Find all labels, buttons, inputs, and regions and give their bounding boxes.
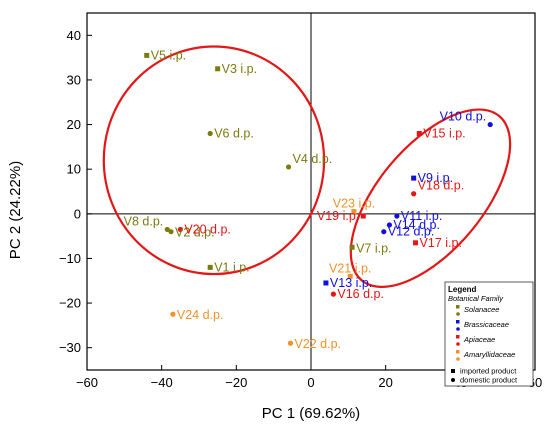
legend-swatch-imported (456, 335, 460, 339)
y-tick-label: 10 (67, 162, 81, 177)
legend-swatch-imported (456, 305, 460, 309)
data-point (287, 340, 294, 346)
data-point (323, 280, 329, 286)
data-point (416, 130, 422, 136)
point-label: V18 d.p. (418, 179, 465, 193)
point-label: V21 i.p. (329, 261, 371, 275)
data-point (164, 226, 170, 233)
point-label: V11 i.p. (401, 209, 442, 223)
x-tick-label: −40 (151, 375, 173, 390)
legend-family-label: Amaryllidaceae (463, 350, 515, 359)
x-tick-label: −60 (76, 375, 98, 390)
data-points (144, 52, 493, 346)
legend-family-label: Brassicaceae (464, 320, 509, 329)
point-label: V2 d.p. (175, 226, 215, 240)
point-label: V24 d.p. (177, 308, 224, 322)
data-point (386, 222, 392, 228)
cluster-ellipse-1 (102, 45, 326, 276)
legend-family-label: Apiaceae (463, 335, 495, 344)
data-point (144, 52, 150, 58)
legend-entries: Solanacee Brassicaceae Apiaceae Amaryllidac… (456, 305, 515, 361)
y-tick-label: 20 (67, 117, 81, 132)
legend-swatch-imported (456, 350, 460, 354)
x-tick-label: −20 (225, 375, 247, 390)
data-point (215, 66, 221, 72)
legend-swatch-domestic (456, 327, 460, 331)
legend-swatch-imported (456, 320, 460, 324)
point-label: V7 i.p. (356, 241, 391, 255)
data-point (349, 244, 355, 250)
point-label: V14 d.p. (393, 218, 440, 232)
data-point (177, 226, 183, 233)
data-point (168, 229, 174, 235)
point-label: V6 d.p. (214, 126, 254, 140)
y-tick-label: 30 (67, 72, 81, 87)
legend-swatch-domestic (456, 342, 460, 346)
x-axis-title: PC 1 (69.62%) (262, 405, 360, 422)
data-point (207, 264, 213, 270)
point-label: V10 d.p. (440, 110, 487, 124)
y-axis-title: PC 2 (24.22%) (7, 161, 24, 259)
data-point (347, 273, 353, 279)
cluster-ellipse-2 (349, 108, 512, 288)
point-label: V9 i.p. (418, 171, 453, 185)
point-label: V3 i.p. (222, 62, 257, 76)
y-tick-label: 0 (74, 206, 81, 221)
y-tick-label: −10 (59, 251, 81, 266)
y-tick-label: −20 (59, 296, 81, 311)
data-point (394, 213, 400, 219)
legend-imported-marker (451, 369, 455, 373)
legend-family-label: Solanacee (464, 305, 499, 314)
data-point (360, 213, 366, 219)
data-point (351, 209, 357, 215)
data-point (286, 164, 292, 170)
legend-swatch-domestic (456, 312, 460, 316)
data-point (487, 121, 493, 128)
point-label: V23 i.p. (333, 197, 375, 211)
y-tick-label: −30 (59, 340, 81, 355)
legend-title: Legend (448, 285, 477, 294)
point-label: V4 d.p. (293, 152, 333, 166)
point-label: V22 d.p. (294, 337, 341, 351)
point-label: V20 d.p. (184, 222, 231, 236)
legend-frame (444, 281, 534, 387)
legend-domestic-marker (451, 378, 455, 382)
point-label: V1 i.p. (214, 260, 249, 274)
y-tick-label: 40 (67, 28, 81, 43)
point-label: V15 i.p. (423, 126, 465, 140)
legend-product-label: domestic product (460, 376, 518, 385)
x-tick-label: 0 (307, 375, 314, 390)
x-tick-label: 20 (378, 375, 392, 390)
data-point (207, 130, 213, 137)
cluster-ellipses (102, 45, 512, 288)
legend-box: Legend Botanical Family Solanacee Brassic… (444, 281, 534, 387)
data-point (330, 291, 336, 297)
point-labels: V5 i.p. V3 i.p. V6 d.p. V4 d.p. V8 d.p. V2 d.… (124, 48, 487, 351)
legend-swatch-domestic (456, 357, 460, 361)
point-label: V16 d.p. (337, 287, 384, 301)
data-point (381, 229, 387, 235)
legend-product-label: imported product (460, 367, 517, 376)
data-point (170, 311, 176, 317)
point-label: V13 i.p. (330, 276, 372, 290)
legend-subtitle: Botanical Family (448, 294, 504, 303)
point-label: V12 d.p. (388, 225, 435, 239)
data-point (413, 240, 419, 246)
point-label: V5 i.p. (151, 48, 186, 62)
data-point (411, 191, 417, 197)
data-point (411, 175, 417, 181)
point-label: V19 i.p. (317, 209, 359, 223)
point-label: V8 d.p. (124, 214, 164, 228)
point-label: V17 i.p. (420, 236, 462, 250)
